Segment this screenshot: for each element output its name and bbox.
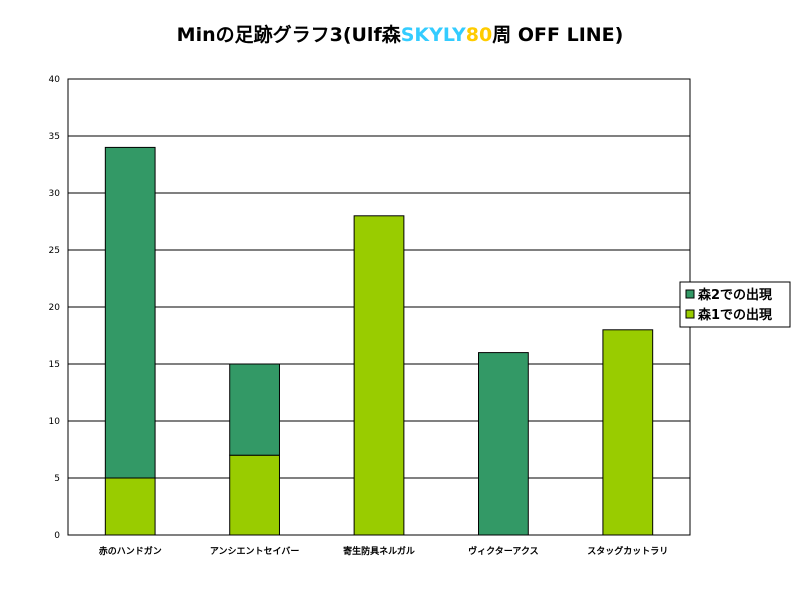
y-tick-label: 15 — [49, 360, 60, 370]
legend-label: 森1での出現 — [698, 307, 772, 323]
chart-title: Minの足跡グラフ3(Ulf森SKYLY80周 OFF LINE) — [177, 23, 624, 46]
y-tick-label: 25 — [49, 246, 60, 256]
legend-box — [679, 281, 791, 328]
bar-forest1 — [104, 477, 156, 536]
x-tick-label: アンシエントセイバー — [210, 546, 299, 557]
y-tick-label: 10 — [49, 417, 61, 427]
x-tick-label: 寄生防具ネルガル — [343, 545, 415, 557]
y-tick-label: 20 — [49, 303, 61, 313]
bar-forest2 — [478, 352, 529, 536]
bar-forest2 — [229, 363, 280, 456]
y-tick-label: 30 — [49, 189, 61, 199]
title-part: 周 OFF LINE) — [492, 24, 623, 46]
x-tick-label: スタッグカットラリ — [587, 545, 668, 557]
x-tick-label: 赤のハンドガン — [99, 545, 162, 557]
bar-forest1 — [353, 215, 405, 536]
y-tick-label: 35 — [49, 132, 60, 142]
y-tick-label: 5 — [54, 474, 60, 484]
x-axis: 赤のハンドガン アンシエントセイバー 寄生防具ネルガル ヴィクターアクス スタッグカット… — [99, 545, 669, 557]
title-part: Minの足跡グラフ3(Ulf森 — [177, 23, 402, 46]
legend-label: 森2での出現 — [698, 287, 772, 303]
legend-swatch — [685, 289, 695, 299]
y-axis: 0 5 10 15 20 25 30 35 40 — [49, 75, 61, 541]
legend-swatch — [685, 309, 695, 319]
bar-forest1 — [602, 329, 654, 536]
y-tick-label: 0 — [54, 531, 60, 541]
bar-forest1 — [229, 454, 280, 536]
bars — [104, 146, 654, 536]
title-part: 80 — [466, 24, 492, 46]
bar-forest2 — [104, 146, 156, 479]
x-tick-label: ヴィクターアクス — [468, 545, 539, 557]
y-tick-label: 40 — [49, 75, 61, 85]
title-part: SKYLY — [401, 24, 466, 46]
